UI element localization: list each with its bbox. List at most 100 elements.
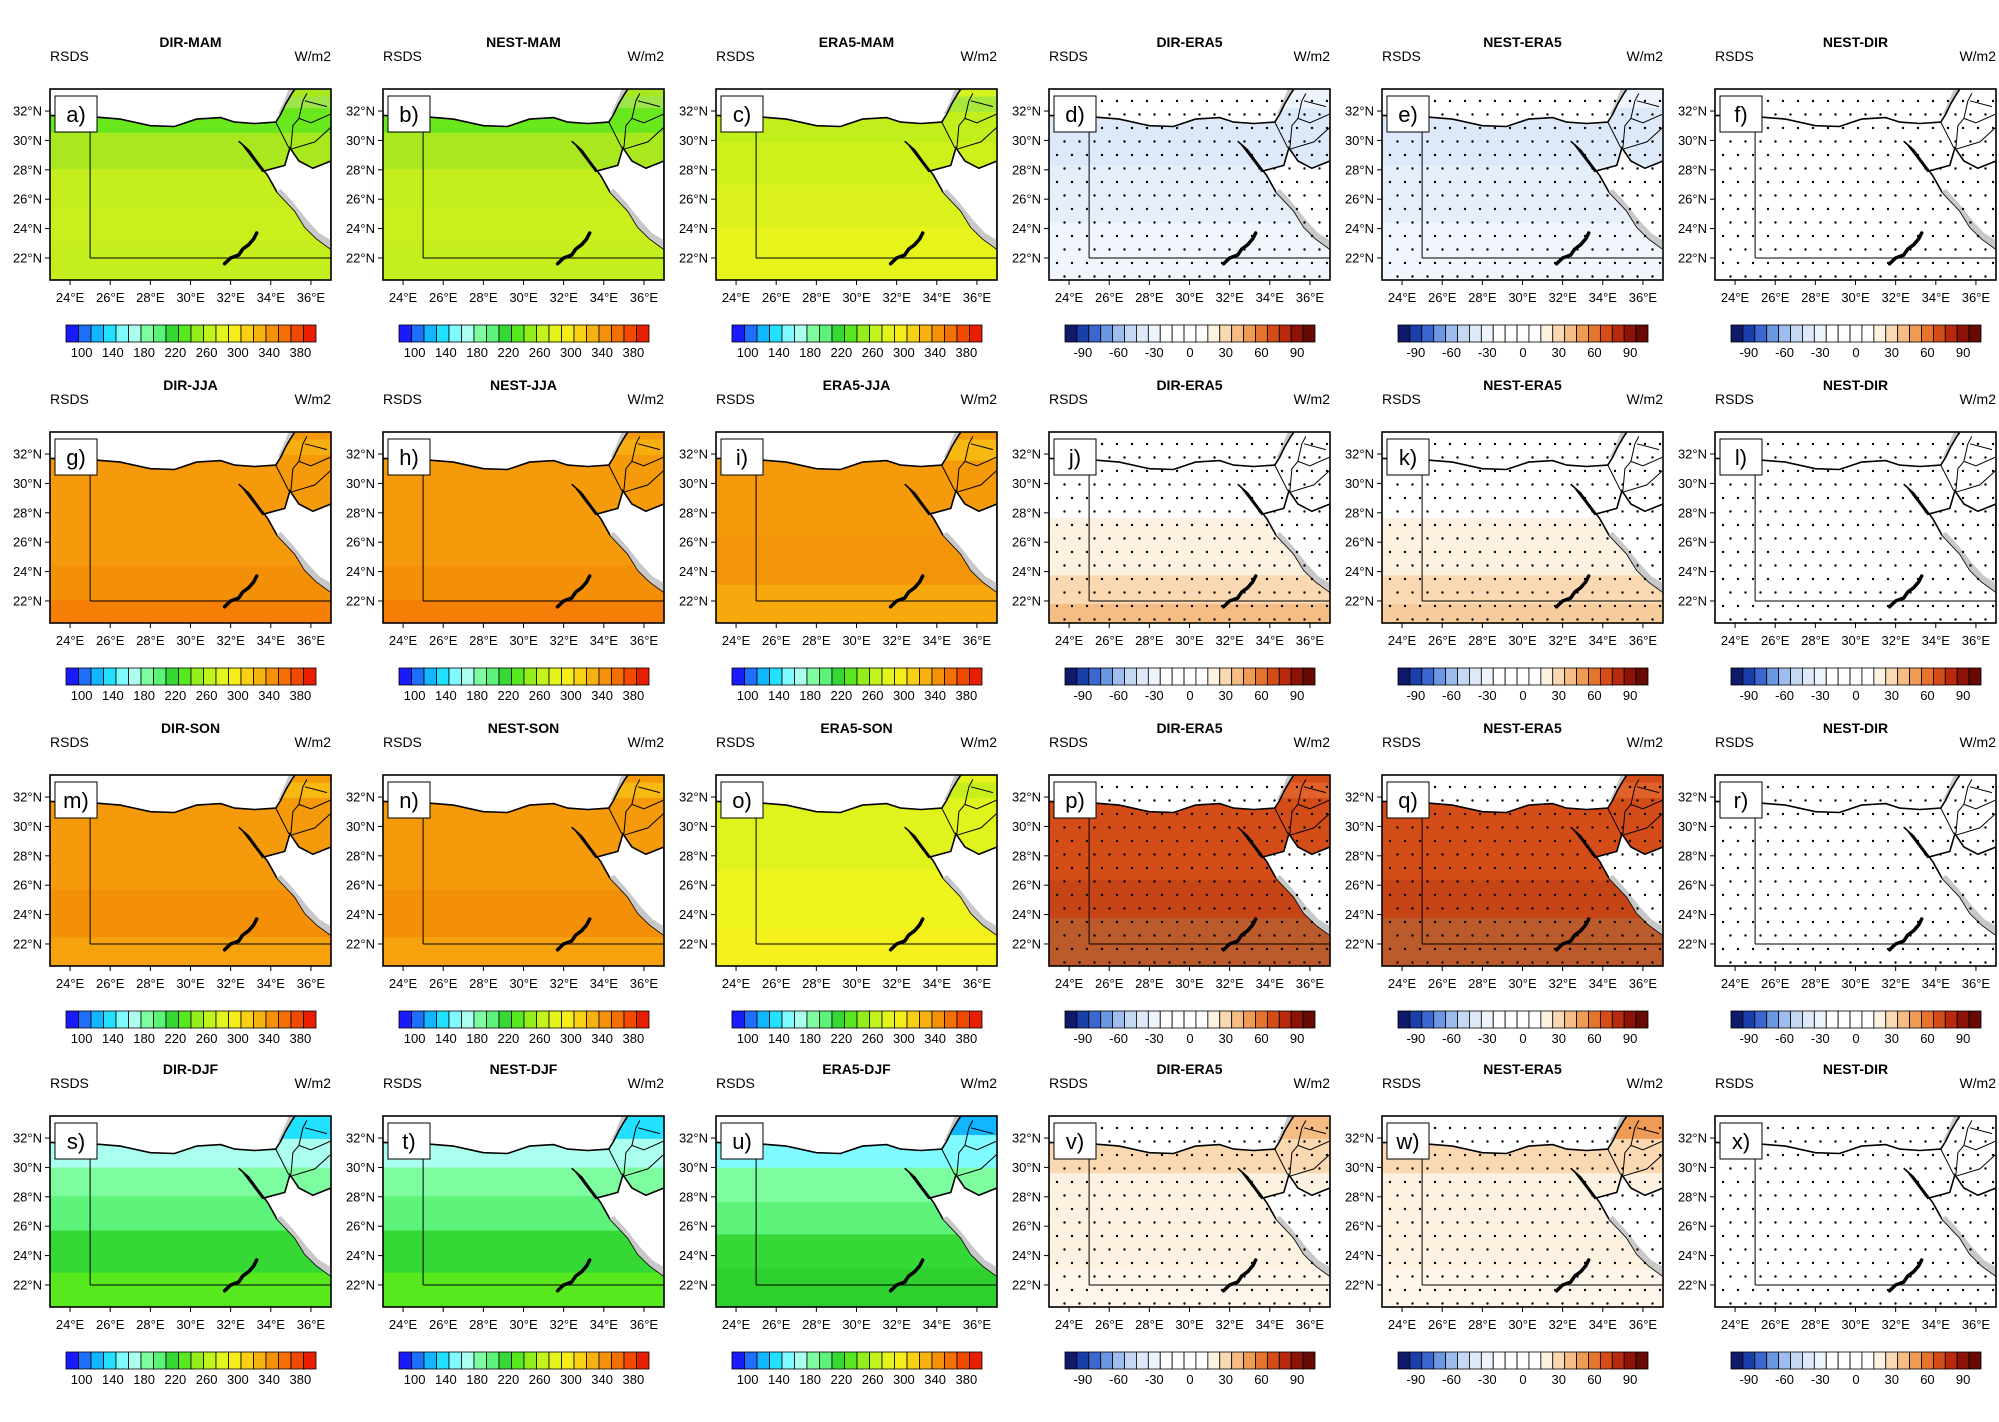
- significance-dot: [1220, 153, 1224, 157]
- significance-dot: [1433, 1234, 1437, 1238]
- significance-dot: [1280, 839, 1284, 843]
- significance-dot: [1834, 510, 1837, 513]
- significance-dot: [1441, 907, 1444, 910]
- significance-dot: [1568, 550, 1572, 554]
- lon-tick-label: 32°E: [1881, 976, 1910, 991]
- colorbar-label: 180: [466, 345, 488, 360]
- significance-dot: [1729, 510, 1732, 513]
- significance-dot: [1984, 537, 1987, 540]
- significance-dot: [1258, 248, 1261, 251]
- significance-dot: [1643, 469, 1647, 473]
- significance-dot: [1909, 275, 1912, 278]
- significance-dot: [1478, 920, 1482, 924]
- significance-dot: [1879, 1194, 1882, 1197]
- colorbar-swatch: [1540, 1010, 1554, 1029]
- significance-dot: [1258, 537, 1261, 540]
- significance-dot: [1508, 839, 1512, 843]
- colorbar-label: -60: [1109, 1031, 1128, 1046]
- significance-dot: [1894, 1167, 1897, 1170]
- lon-tick-label: 24°E: [1055, 633, 1084, 648]
- significance-dot: [1205, 99, 1209, 103]
- lat-tick-label: 30°N: [346, 1160, 375, 1175]
- significance-dot: [1093, 483, 1096, 486]
- colorbar-swatch: [1778, 667, 1791, 686]
- significance-dot: [1583, 469, 1587, 473]
- significance-dot: [1523, 207, 1527, 211]
- significance-dot: [1501, 591, 1504, 594]
- significance-dot: [1396, 248, 1399, 251]
- panel-letter-box: [1386, 438, 1430, 476]
- colorbar-label: 90: [1956, 688, 1970, 703]
- significance-dot: [1916, 812, 1920, 816]
- significance-dot: [1168, 221, 1171, 224]
- significance-dot: [1961, 496, 1965, 500]
- country-border: [1940, 1148, 1955, 1176]
- map-content: [383, 1116, 664, 1307]
- significance-dot: [1991, 947, 1995, 951]
- significance-dot: [1886, 496, 1890, 500]
- colorbar-swatch: [806, 324, 820, 343]
- lon-tick-label: 30°E: [509, 290, 538, 305]
- significance-dot: [1273, 618, 1276, 621]
- significance-dot: [1984, 853, 1987, 856]
- mediterranean-sea: [1049, 432, 1294, 470]
- variable-label: RSDS: [1382, 391, 1421, 407]
- country-border: [637, 1127, 661, 1135]
- colorbar-swatch: [1290, 1351, 1304, 1370]
- colorbar-swatch: [265, 667, 279, 686]
- significance-dot: [1598, 947, 1602, 951]
- significance-dot: [1576, 1221, 1579, 1224]
- lon-tick-label: 32°E: [1215, 290, 1244, 305]
- significance-dot: [1613, 812, 1617, 816]
- significance-dot: [1448, 839, 1452, 843]
- colorbar-swatch: [265, 1010, 279, 1029]
- significance-dot: [1310, 234, 1314, 238]
- significance-dot: [1205, 893, 1209, 897]
- colorbar-swatch: [140, 1010, 154, 1029]
- significance-dot: [1886, 1126, 1890, 1130]
- significance-dot: [1628, 550, 1632, 554]
- significance-dot: [1984, 564, 1987, 567]
- colorbar-swatch: [1183, 667, 1197, 686]
- lat-tick-label: 24°N: [1678, 907, 1707, 922]
- significance-dot: [1591, 1221, 1594, 1224]
- significance-dot: [1621, 618, 1624, 621]
- significance-dot: [1318, 591, 1321, 594]
- significance-dot: [1613, 893, 1617, 897]
- panel-title: DIR-ERA5: [1156, 377, 1222, 393]
- significance-dot: [1426, 194, 1429, 197]
- significance-dot: [1456, 880, 1459, 883]
- significance-dot: [1115, 947, 1119, 951]
- significance-dot: [1924, 826, 1927, 829]
- colorbar-swatch: [1956, 324, 1970, 343]
- significance-dot: [1441, 591, 1444, 594]
- colorbar-swatch: [586, 1351, 600, 1370]
- significance-dot: [1736, 234, 1740, 238]
- colorbar-swatch: [536, 1010, 550, 1029]
- colorbar-label: -30: [1145, 688, 1164, 703]
- unit-label: W/m2: [1293, 1075, 1330, 1091]
- country-border: [1274, 1148, 1289, 1176]
- significance-dot: [1471, 961, 1474, 964]
- country-border: [1969, 786, 1993, 794]
- colorbar-swatch: [573, 1010, 587, 1029]
- significance-dot: [1175, 207, 1179, 211]
- significance-dot: [1145, 920, 1149, 924]
- significance-dot: [1108, 853, 1111, 856]
- significance-dot: [1441, 483, 1444, 486]
- colorbar-label: 30: [1884, 1031, 1898, 1046]
- significance-dot: [1826, 442, 1830, 446]
- significance-dot: [1258, 1167, 1261, 1170]
- country-border: [304, 443, 328, 451]
- significance-dot: [1531, 194, 1534, 197]
- significance-dot: [1909, 826, 1912, 829]
- significance-dot: [1258, 456, 1261, 459]
- significance-dot: [1606, 907, 1609, 910]
- significance-dot: [1198, 248, 1201, 251]
- colorbar: 100 140 180 220 260 300 340 380: [398, 1010, 650, 1046]
- colorbar-swatch: [931, 1010, 945, 1029]
- lon-tick-label: 24°E: [389, 976, 418, 991]
- lon-tick-label: 32°E: [882, 633, 911, 648]
- significance-dot: [1643, 442, 1647, 446]
- lon-tick-label: 28°E: [469, 976, 498, 991]
